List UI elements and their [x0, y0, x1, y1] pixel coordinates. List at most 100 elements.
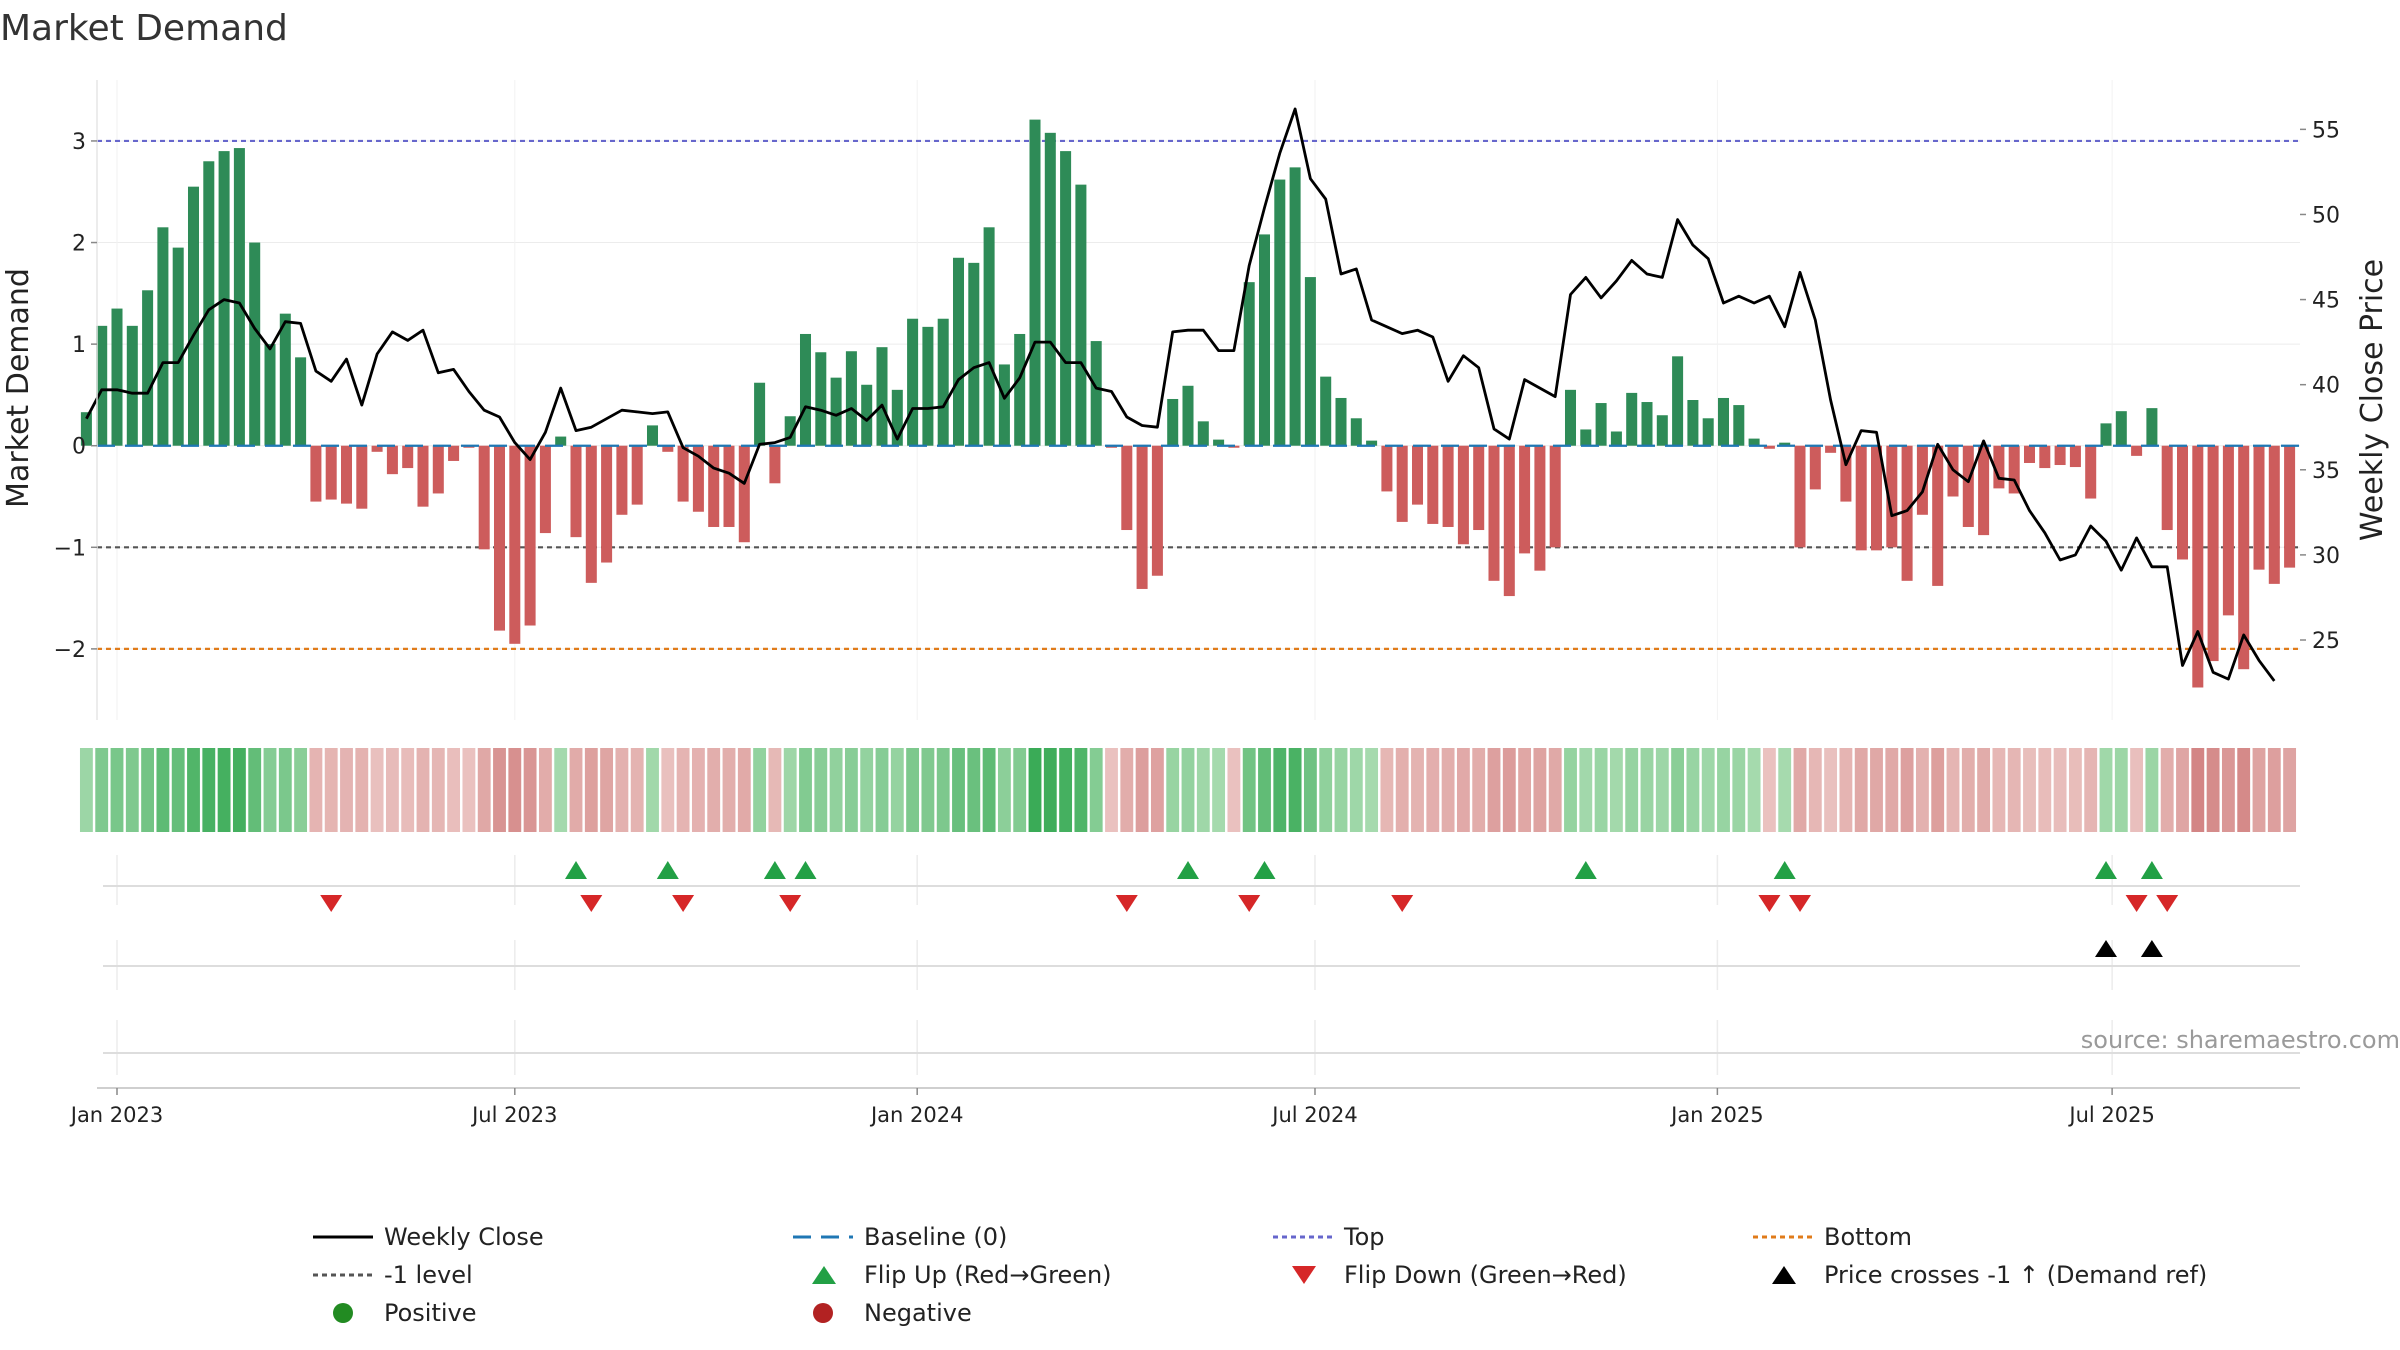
heat-cell	[1671, 748, 1685, 832]
heat-cell	[2130, 748, 2144, 832]
heat-cell	[982, 748, 996, 832]
demand-bar-negative	[1519, 445, 1531, 554]
demand-bar-negative	[1855, 445, 1867, 551]
heat-cell	[355, 748, 369, 832]
x-tick-label: Jan 2024	[869, 1103, 964, 1127]
heat-cell	[1870, 748, 1883, 832]
heat-cell	[1793, 748, 1807, 832]
heat-cell	[1686, 748, 1700, 832]
flip-up-marker	[1574, 861, 1597, 879]
demand-bar-negative	[1840, 445, 1852, 502]
heat-cell	[1762, 748, 1776, 832]
heat-cell	[217, 748, 231, 832]
demand-bar-positive	[295, 357, 307, 446]
flip-up-marker	[656, 861, 679, 879]
x-tick-label: Jul 2025	[2067, 1103, 2154, 1127]
heat-cell	[753, 748, 767, 832]
demand-bar-negative	[2192, 445, 2204, 688]
heat-cell	[1548, 748, 1562, 832]
heat-cell	[1441, 748, 1455, 832]
heat-cell	[1931, 748, 1945, 832]
demand-bar-positive	[279, 313, 291, 446]
demand-bar-negative	[769, 445, 781, 484]
flip-up-marker	[2140, 861, 2163, 879]
heat-cell	[829, 748, 843, 832]
heat-cell	[1059, 748, 1073, 832]
flip-up-marker	[565, 861, 587, 879]
heat-cell	[278, 748, 292, 832]
demand-bar-negative	[1121, 445, 1133, 531]
x-tick-label: Jul 2023	[470, 1103, 557, 1127]
right-tick-label: 25	[2312, 629, 2340, 654]
demand-bar-negative	[601, 445, 613, 563]
heat-cell	[2237, 748, 2251, 832]
heat-cell	[1808, 748, 1822, 832]
heat-cell	[936, 748, 950, 832]
demand-bar-negative	[1993, 445, 2005, 489]
demand-bar-positive	[1029, 119, 1041, 446]
heat-cell	[1181, 748, 1195, 832]
legend-label-close: Weekly Close	[384, 1223, 544, 1251]
demand-bar-negative	[570, 445, 582, 538]
demand-bar-negative	[1809, 445, 1821, 490]
demand-bar-positive	[1626, 392, 1638, 446]
heat-cell	[1824, 748, 1838, 832]
demand-bar-negative	[1473, 445, 1485, 531]
legend: Weekly Close Baseline (0) Top Bottom -1 …	[313, 1223, 2207, 1327]
heat-cell	[1900, 748, 1914, 832]
demand-bar-positive	[1090, 341, 1102, 446]
demand-bar-positive	[1366, 440, 1378, 446]
demand-bar-negative	[2238, 445, 2250, 670]
demand-bar-positive	[1610, 431, 1622, 446]
demand-bar-negative	[402, 445, 414, 469]
flip-down-marker	[779, 895, 802, 912]
price-cross-marker	[2095, 940, 2117, 957]
heat-cell	[110, 748, 124, 832]
demand-bar-positive	[1182, 385, 1194, 446]
heat-cell	[324, 748, 338, 832]
demand-bar-positive	[1641, 402, 1653, 446]
demand-bar-positive	[646, 425, 659, 446]
heat-cell	[1288, 748, 1302, 832]
legend-label-bottom: Bottom	[1824, 1223, 1912, 1251]
right-tick-label: 45	[2312, 289, 2340, 314]
heat-cell	[2191, 748, 2205, 832]
demand-bar-negative	[1151, 445, 1163, 576]
heat-cell	[1854, 748, 1868, 832]
demand-bar-negative	[448, 445, 460, 461]
demand-bar-negative	[1962, 445, 1974, 527]
flip-down-marker	[1391, 895, 1414, 912]
legend-item-close: Weekly Close	[313, 1223, 544, 1251]
legend-item-top: Top	[1273, 1223, 1385, 1251]
weekly-close-series	[85, 107, 2276, 682]
demand-bar-negative	[325, 445, 337, 500]
heat-cell	[1166, 748, 1180, 832]
demand-bar-positive	[830, 377, 842, 446]
legend-label-flipdown: Flip Down (Green→Red)	[1344, 1261, 1627, 1289]
heat-cell	[1105, 748, 1118, 832]
heat-cell	[2176, 748, 2189, 832]
demand-bar-positive	[1733, 405, 1745, 446]
left-tick-label: 0	[72, 435, 86, 460]
heat-cell	[1977, 748, 1991, 832]
heat-cell	[1946, 748, 1960, 832]
heat-cell	[1885, 748, 1899, 832]
heat-cell	[2283, 748, 2297, 832]
price-cross-marker	[2140, 940, 2163, 957]
demand-bar-negative	[478, 445, 490, 550]
demand-bar-positive	[1044, 132, 1056, 446]
heat-cell	[997, 748, 1011, 832]
demand-bar-positive	[861, 384, 873, 446]
heat-cell	[493, 748, 506, 832]
demand-bar-positive	[1060, 151, 1072, 446]
demand-bar-positive	[1167, 398, 1179, 446]
demand-bar-positive	[799, 333, 812, 446]
demand-bar-negative	[432, 445, 444, 494]
demand-bar-positive	[1289, 167, 1301, 446]
demand-bar-positive	[1595, 403, 1607, 446]
legend-item-bottom: Bottom	[1753, 1223, 1912, 1251]
heat-cell	[1747, 748, 1761, 832]
flip-down-marker	[1238, 895, 1261, 912]
demand-bar-positive	[1702, 418, 1714, 446]
